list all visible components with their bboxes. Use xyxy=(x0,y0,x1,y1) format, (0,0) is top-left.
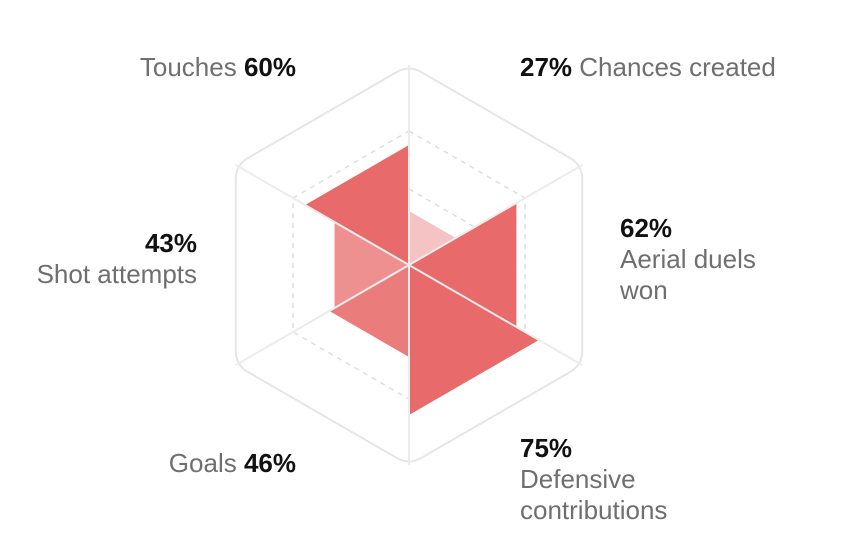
axis-name-aerial-duels-won-line1: Aerial duels xyxy=(620,244,756,274)
radar-sector-chances xyxy=(409,211,456,265)
axis-value-goals: 46% xyxy=(243,448,296,478)
radar-sector-aerial xyxy=(409,203,517,327)
radar-spoke-4 xyxy=(235,264,410,366)
axis-name-shot-attempts: Shot attempts xyxy=(36,259,197,289)
radar-sector-touches xyxy=(305,145,409,265)
radar-spoke-2 xyxy=(408,264,583,366)
axis-value-shot-attempts: 43% xyxy=(144,228,197,258)
axis-value-touches: 60% xyxy=(243,52,296,82)
axis-name-defensive-line2: contributions xyxy=(520,495,668,525)
axis-name-touches: Touches xyxy=(139,52,237,82)
radar-spokes xyxy=(235,65,583,465)
axis-value-defensive-contributions: 75% xyxy=(520,433,573,463)
axis-label-touches: Touches 60% xyxy=(140,52,296,83)
grid-outer-hexagon xyxy=(234,67,584,463)
axis-label-goals: Goals 46% xyxy=(169,448,296,479)
axis-label-aerial-duels-won: 62% Aerial duels won xyxy=(620,213,756,306)
axis-name-aerial-duels-won-line2: won xyxy=(620,275,668,305)
radar-sector-shots xyxy=(334,222,409,308)
axis-value-aerial-duels-won: 62% xyxy=(620,213,673,243)
axis-value-chances-created: 27% xyxy=(520,52,573,82)
radar-sector-goals xyxy=(329,265,409,357)
radar-spoke-1 xyxy=(408,164,583,266)
radar-sectors xyxy=(305,145,539,415)
axis-name-chances-created: Chances created xyxy=(579,52,776,82)
axis-label-defensive-contributions: 75% Defensive contributions xyxy=(520,433,667,526)
axis-name-goals: Goals xyxy=(168,448,237,478)
radar-spoke-5 xyxy=(235,164,410,266)
axis-label-chances-created: 27% Chances created xyxy=(520,52,776,83)
axis-name-defensive-line1: Defensive xyxy=(520,464,636,494)
axis-label-shot-attempts: 43% Shot attempts xyxy=(37,228,197,290)
radar-sector-defensive xyxy=(409,265,539,415)
